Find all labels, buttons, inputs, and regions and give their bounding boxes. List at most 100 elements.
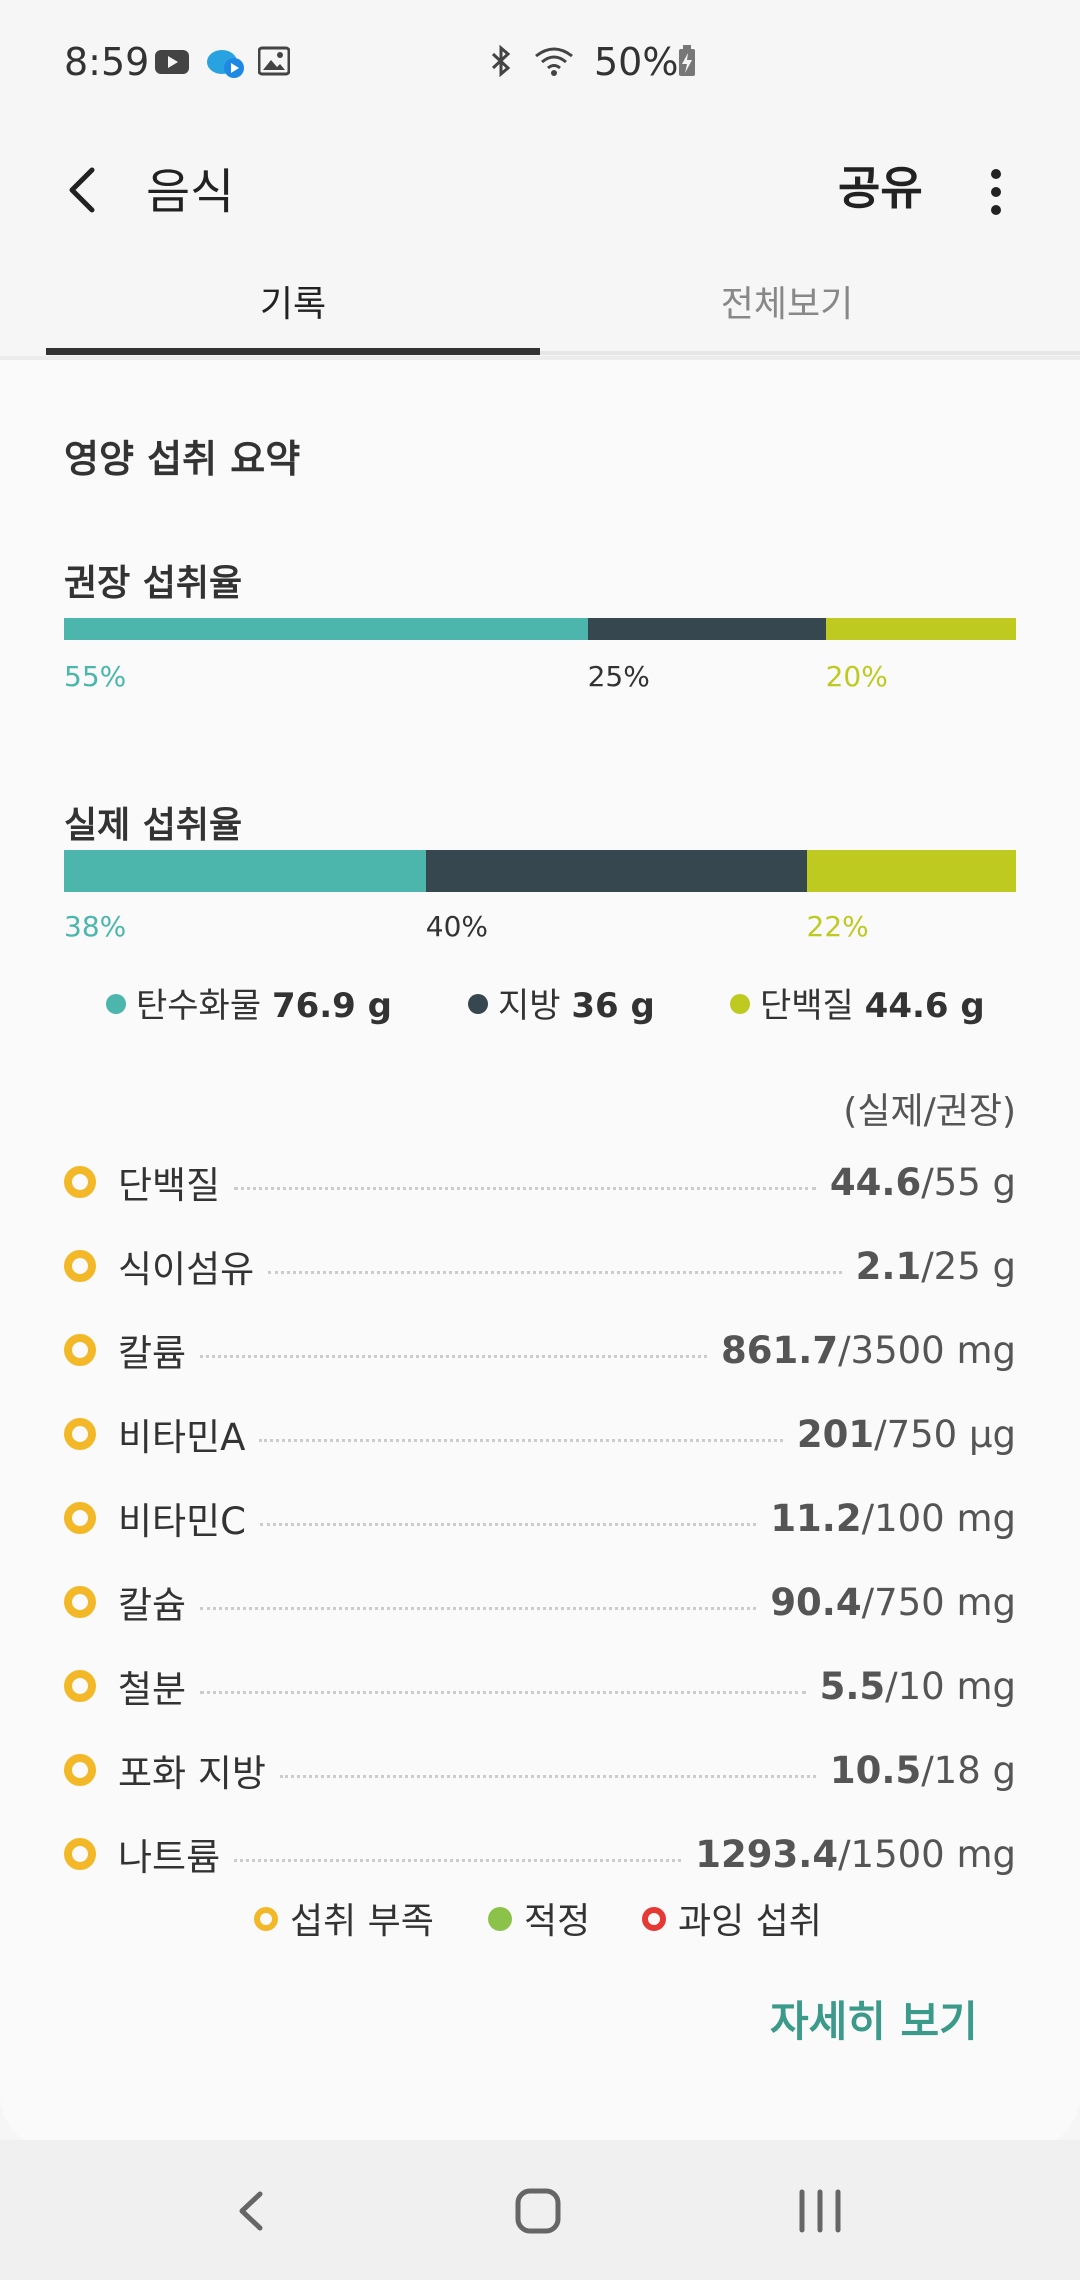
nav-back-icon[interactable]	[214, 2176, 294, 2246]
actual-intake-label: 실제 섭취율	[64, 805, 243, 846]
actual-protein-percent: 22%	[806, 910, 869, 943]
status-excess: 과잉 섭취	[642, 1892, 822, 1944]
youtube-icon	[155, 50, 189, 74]
legend-protein-amount: 44.6 g	[864, 986, 985, 1026]
share-button[interactable]: 공유	[838, 161, 923, 215]
nutrient-recommended: /100 mg	[861, 1496, 1016, 1540]
nutrient-list: 단백질 44.6/55 g 식이섬유 2.1/25 g 칼륨 861.7/3500 mg 비…	[64, 1140, 1016, 1896]
recommended-intake-label: 권장 섭취율	[64, 563, 243, 604]
nav-recents-icon[interactable]	[780, 2176, 860, 2246]
nav-home-icon[interactable]	[498, 2176, 578, 2246]
nutrient-recommended: /3500 mg	[838, 1328, 1016, 1372]
nutrient-row: 비타민C 11.2/100 mg	[64, 1476, 1016, 1560]
nutrient-recommended: /10 mg	[885, 1664, 1016, 1708]
dotted-leader	[268, 1270, 842, 1274]
status-legend: 섭취 부족 적정 과잉 섭취	[0, 1892, 1080, 1942]
nutrient-actual: 201	[796, 1412, 875, 1456]
nutrient-value: 44.6/55 g	[830, 1161, 1016, 1204]
legend-fat: 지방 36 g	[468, 978, 655, 1027]
nutrient-name: 식이섬유	[118, 1248, 255, 1291]
nutrient-value: 10.5/18 g	[830, 1749, 1016, 1792]
battery-percent: 50%	[594, 40, 679, 84]
tab-view-all[interactable]: 전체보기	[720, 284, 854, 325]
nutrient-actual: 10.5	[829, 1748, 922, 1792]
status-adequate: 적정	[488, 1892, 590, 1944]
nutrient-name: 칼륨	[118, 1332, 187, 1375]
nutrient-actual: 90.4	[770, 1580, 862, 1624]
dotted-leader	[200, 1690, 806, 1694]
more-options-icon[interactable]	[976, 152, 1016, 232]
deficient-status-icon	[64, 1502, 96, 1534]
nutrient-row: 포화 지방 10.5/18 g	[64, 1728, 1016, 1812]
status-excess-label: 과잉 섭취	[678, 1901, 822, 1942]
bluetooth-icon	[491, 44, 511, 78]
nutrition-summary-card: 영양 섭취 요약 권장 섭취율 55% 25% 20% 실제 섭취율 38% 4…	[0, 360, 1080, 2150]
section-title: 영양 섭취 요약	[64, 437, 301, 481]
tab-bar: 기록 전체보기	[46, 270, 1080, 356]
nutrient-actual: 44.6	[829, 1160, 922, 1204]
deficient-status-icon	[64, 1754, 96, 1786]
nutrient-row: 칼륨 861.7/3500 mg	[64, 1308, 1016, 1392]
tab-record[interactable]: 기록	[259, 284, 327, 325]
page-title: 음식	[146, 164, 235, 220]
dotted-leader	[200, 1354, 708, 1358]
nutrient-name: 비타민C	[118, 1500, 246, 1543]
nutrient-recommended: /18 g	[921, 1748, 1016, 1792]
actual-vs-recommended-note: (실제/권장)	[843, 1091, 1016, 1132]
nutrient-value: 1293.4/1500 mg	[695, 1833, 1016, 1876]
dotted-leader	[234, 1858, 682, 1862]
nutrient-row: 식이섬유 2.1/25 g	[64, 1224, 1016, 1308]
recommended-carb-segment	[64, 618, 588, 640]
deficient-status-icon	[64, 1670, 96, 1702]
wifi-icon	[535, 47, 573, 76]
dotted-leader	[279, 1774, 816, 1778]
view-details-button[interactable]: 자세히 보기	[770, 1997, 978, 2046]
legend-carb: 탄수화물 76.9 g	[106, 978, 392, 1027]
deficient-status-icon	[64, 1334, 96, 1366]
recommended-intake-bar	[64, 618, 1016, 640]
nutrient-actual: 1293.4	[695, 1832, 839, 1876]
tab-indicator	[46, 348, 540, 355]
actual-fat-percent: 40%	[425, 910, 488, 943]
nutrient-value: 861.7/3500 mg	[721, 1329, 1016, 1372]
cloud-sync-icon	[207, 50, 244, 78]
battery-charging-icon	[679, 45, 695, 76]
recommended-carb-percent: 55%	[64, 660, 127, 693]
gallery-icon	[258, 46, 290, 76]
deficient-status-icon	[64, 1586, 96, 1618]
dotted-leader	[234, 1186, 816, 1190]
legend-protein: 단백질 44.6 g	[730, 978, 985, 1027]
recommended-fat-percent: 25%	[587, 660, 650, 693]
legend-carb-amount: 76.9 g	[271, 986, 392, 1026]
status-bar: 8:59 50%	[0, 0, 1080, 130]
nutrient-actual: 11.2	[770, 1496, 862, 1540]
status-deficient: 섭취 부족	[254, 1892, 434, 1944]
back-button[interactable]	[56, 150, 116, 230]
recommended-fat-segment	[587, 618, 826, 640]
deficient-status-icon	[64, 1250, 96, 1282]
nutrient-name: 단백질	[118, 1164, 221, 1207]
actual-carb-percent: 38%	[64, 910, 127, 943]
actual-fat-segment	[425, 850, 807, 892]
app-bar: 음식 공유	[0, 130, 1080, 250]
nutrient-actual: 2.1	[855, 1244, 922, 1288]
nutrient-value: 201/750 μg	[797, 1413, 1016, 1456]
recommended-protein-percent: 20%	[825, 660, 888, 693]
legend-fat-amount: 36 g	[571, 986, 655, 1026]
actual-protein-segment	[806, 850, 1016, 892]
actual-carb-segment	[64, 850, 426, 892]
nutrient-row: 나트륨 1293.4/1500 mg	[64, 1812, 1016, 1896]
actual-intake-bar	[64, 850, 1016, 892]
nutrient-recommended: /25 g	[921, 1244, 1016, 1288]
nutrient-name: 비타민A	[118, 1416, 246, 1459]
nutrient-row: 철분 5.5/10 mg	[64, 1644, 1016, 1728]
deficient-icon	[254, 1907, 278, 1931]
nutrient-value: 5.5/10 mg	[820, 1665, 1016, 1708]
nutrient-name: 칼슘	[118, 1584, 187, 1627]
dotted-leader	[200, 1606, 757, 1610]
nutrient-recommended: /1500 mg	[838, 1832, 1016, 1876]
nutrient-row: 단백질 44.6/55 g	[64, 1140, 1016, 1224]
fat-dot-icon	[468, 994, 488, 1014]
nutrient-actual: 5.5	[819, 1664, 886, 1708]
status-time: 8:59	[64, 40, 150, 84]
